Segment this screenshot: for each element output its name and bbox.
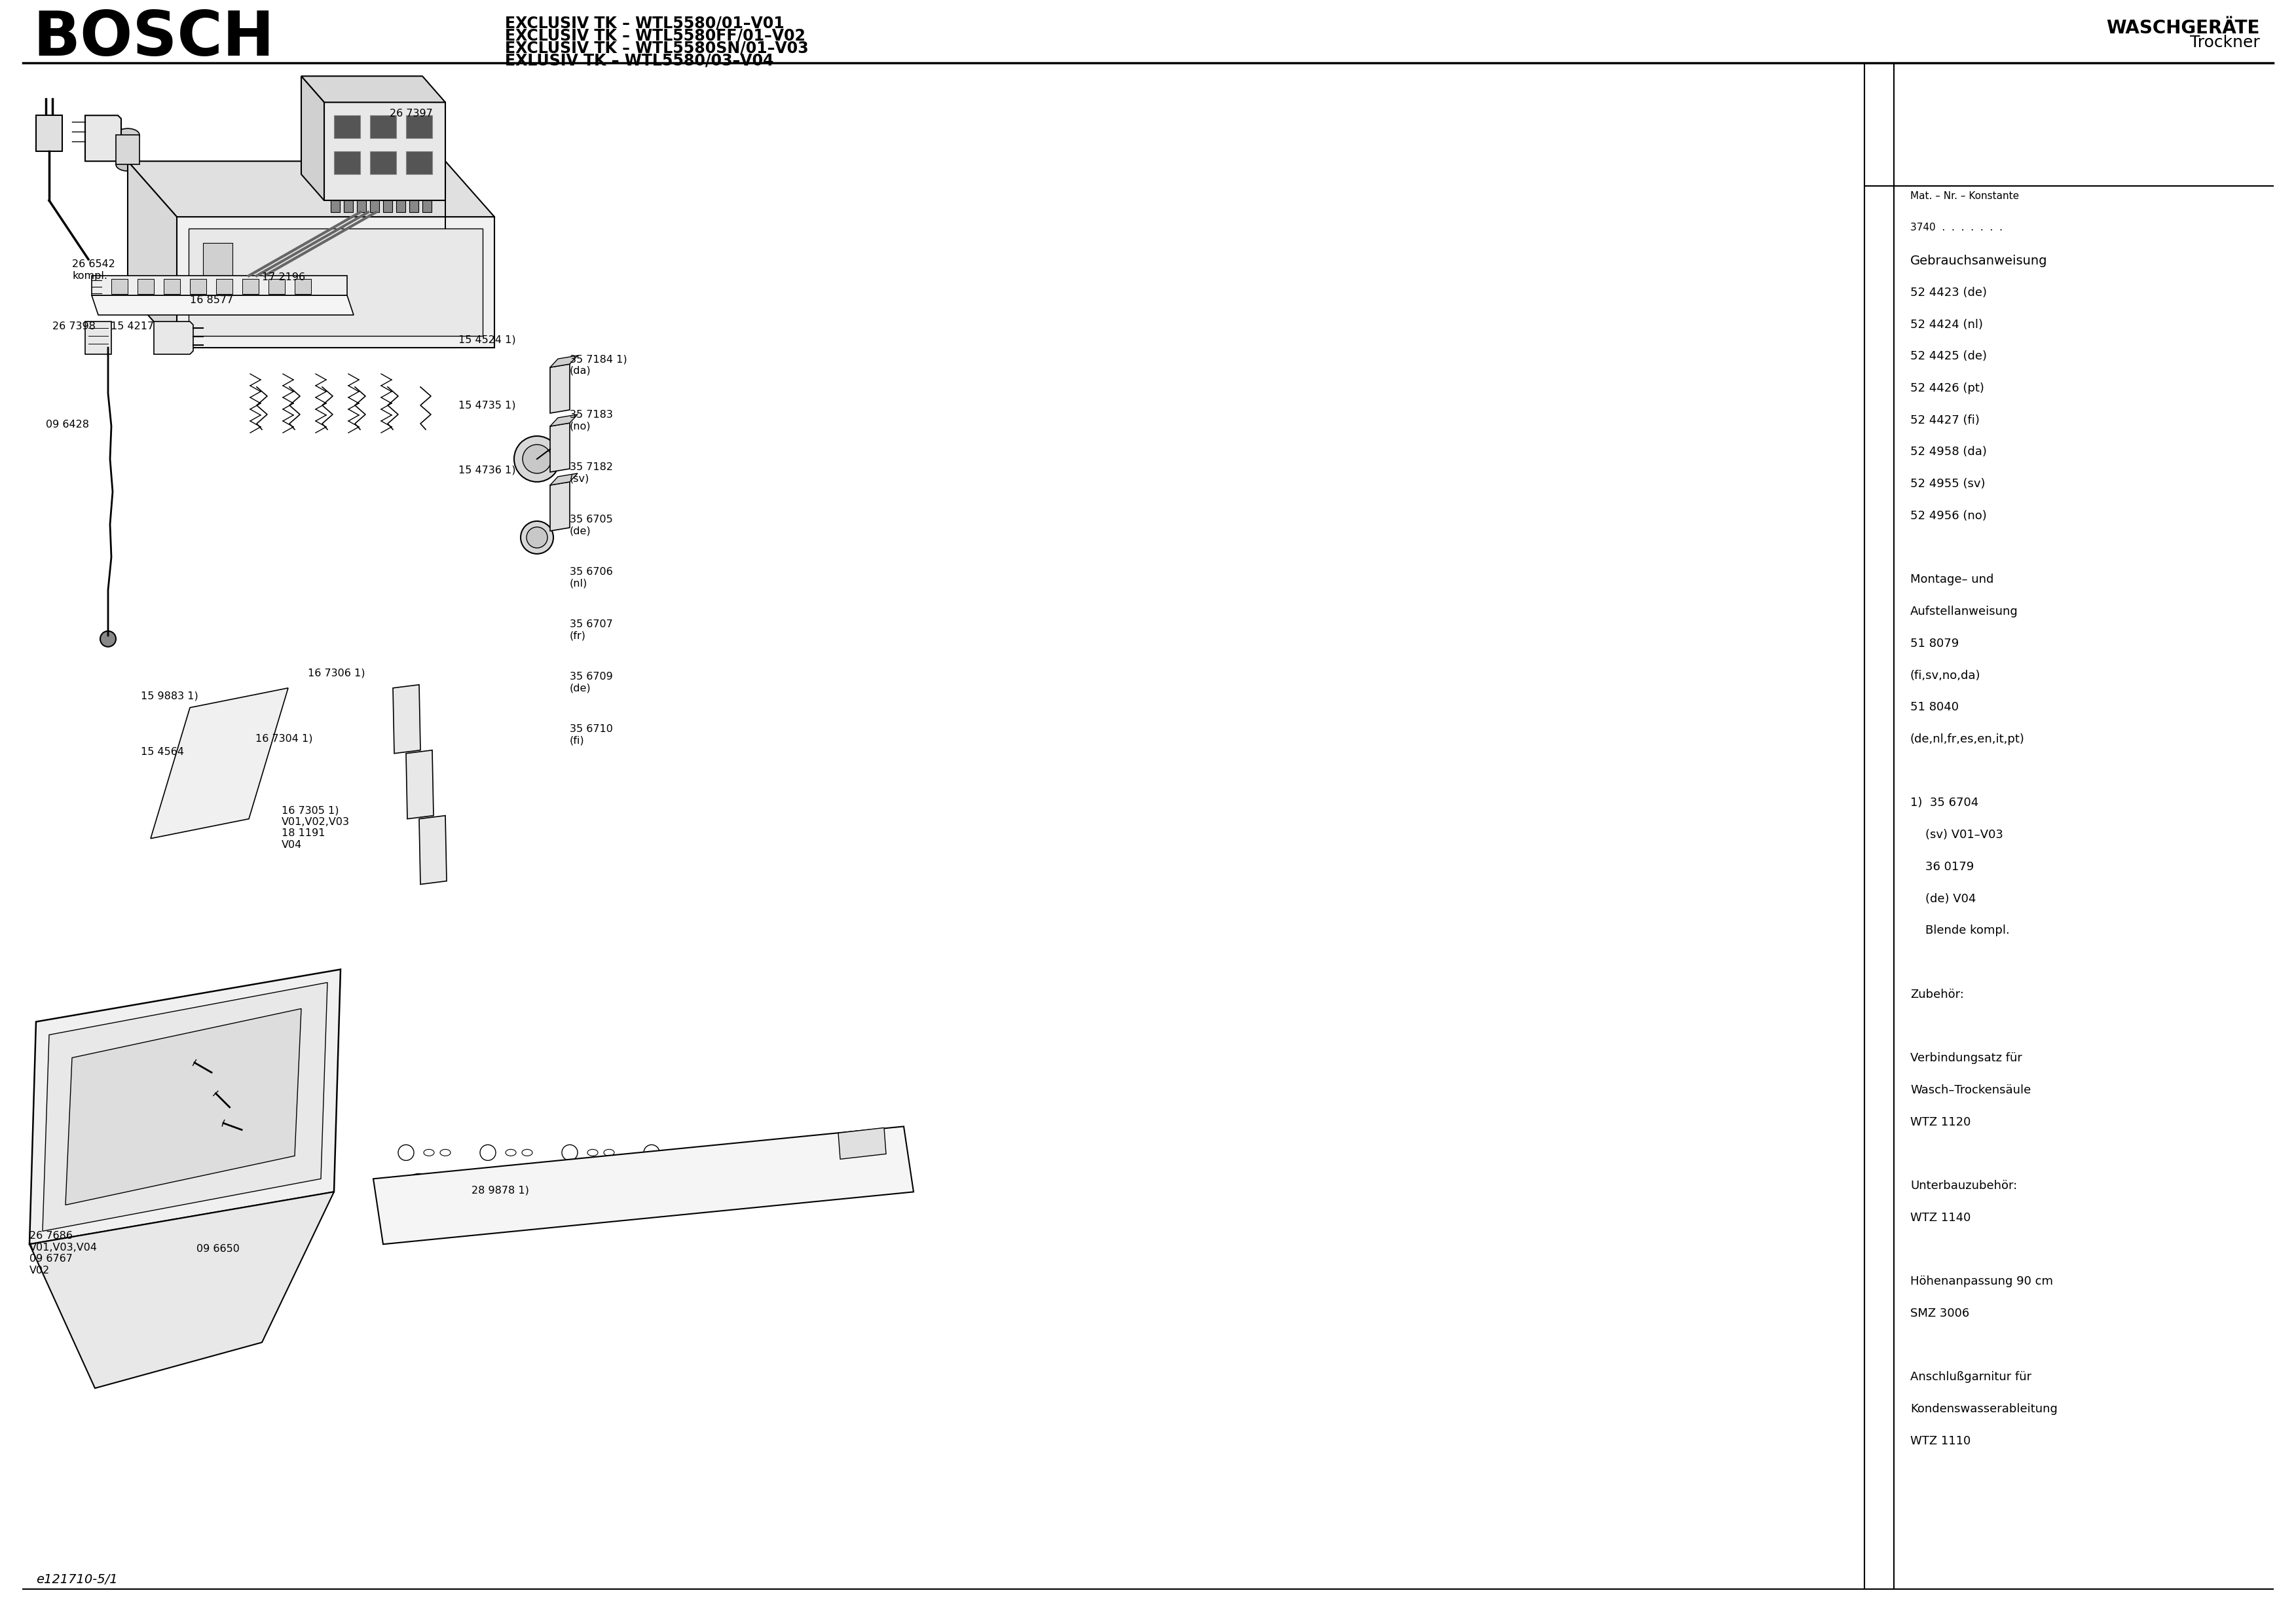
Polygon shape [301, 76, 445, 102]
Text: EXCLUSIV TK – WTL5580/01–V01: EXCLUSIV TK – WTL5580/01–V01 [505, 15, 785, 31]
Text: BOSCH: BOSCH [32, 8, 273, 69]
Text: 16 7305 1)
V01,V02,V03
18 1191
V04: 16 7305 1) V01,V02,V03 18 1191 V04 [282, 806, 349, 850]
Circle shape [140, 1111, 147, 1117]
Text: 52 4425 (de): 52 4425 (de) [1910, 350, 1986, 363]
Circle shape [140, 280, 149, 290]
Circle shape [432, 266, 450, 285]
Circle shape [443, 269, 468, 295]
Polygon shape [188, 229, 482, 335]
Polygon shape [191, 279, 207, 293]
Text: WTZ 1110: WTZ 1110 [1910, 1435, 1970, 1448]
Polygon shape [333, 116, 360, 139]
Polygon shape [551, 356, 579, 368]
Text: 35 7182
(sv): 35 7182 (sv) [569, 463, 613, 484]
Text: 35 6707
(fr): 35 6707 (fr) [569, 619, 613, 640]
Text: Anschlußgarnitur für: Anschlußgarnitur für [1910, 1372, 2032, 1383]
Text: 1)  35 6704: 1) 35 6704 [1910, 796, 1979, 809]
Polygon shape [216, 279, 232, 293]
Text: WTZ 1140: WTZ 1140 [1910, 1212, 1970, 1224]
Polygon shape [551, 482, 569, 530]
Text: 16 7306 1): 16 7306 1) [308, 669, 365, 679]
Text: 17 2196: 17 2196 [262, 272, 305, 282]
Text: Trockner: Trockner [2190, 35, 2259, 50]
Circle shape [523, 445, 551, 474]
Text: (de) V04: (de) V04 [1910, 893, 1977, 904]
Polygon shape [30, 1191, 333, 1388]
Text: EXCLUSIV TK – WTL5580FF/01–V02: EXCLUSIV TK – WTL5580FF/01–V02 [505, 27, 806, 44]
Text: (de,nl,fr,es,en,it,pt): (de,nl,fr,es,en,it,pt) [1910, 733, 2025, 745]
Text: SMZ 3006: SMZ 3006 [1910, 1307, 1970, 1319]
Polygon shape [163, 279, 179, 293]
Text: 15 4524 1): 15 4524 1) [459, 335, 517, 345]
Text: Unterbauzubehör:: Unterbauzubehör: [1910, 1180, 2018, 1191]
Text: 09 6650: 09 6650 [197, 1244, 239, 1254]
Circle shape [404, 268, 434, 297]
Polygon shape [92, 295, 354, 314]
Polygon shape [393, 685, 420, 753]
Circle shape [87, 1069, 96, 1080]
Polygon shape [44, 982, 328, 1232]
Text: WTZ 1120: WTZ 1120 [1910, 1116, 1970, 1128]
Text: 16 7304 1): 16 7304 1) [255, 733, 312, 743]
Text: Kondenswasserableitung: Kondenswasserableitung [1910, 1402, 2057, 1415]
Circle shape [434, 261, 475, 303]
Polygon shape [30, 969, 340, 1244]
Text: 15 4735 1): 15 4735 1) [459, 400, 517, 409]
Text: 26 7397: 26 7397 [390, 110, 432, 119]
Text: 15 9883 1): 15 9883 1) [140, 692, 197, 701]
Circle shape [521, 521, 553, 555]
Polygon shape [129, 161, 177, 348]
Polygon shape [85, 116, 122, 161]
Polygon shape [370, 200, 379, 213]
Text: 16 8577: 16 8577 [191, 295, 234, 305]
Circle shape [374, 301, 386, 314]
Polygon shape [406, 750, 434, 819]
Polygon shape [356, 200, 365, 213]
Circle shape [246, 1070, 253, 1077]
Circle shape [80, 1206, 90, 1217]
Circle shape [101, 630, 115, 646]
Polygon shape [301, 76, 324, 200]
Circle shape [236, 301, 248, 314]
Ellipse shape [115, 129, 140, 142]
Text: 52 4956 (no): 52 4956 (no) [1910, 509, 1986, 522]
Polygon shape [397, 200, 406, 213]
Text: Wasch–Trockensäule: Wasch–Trockensäule [1910, 1085, 2032, 1096]
Text: 35 7183
(no): 35 7183 (no) [569, 409, 613, 430]
Text: Aufstellanweisung: Aufstellanweisung [1910, 606, 2018, 617]
Text: 52 4423 (de): 52 4423 (de) [1910, 287, 1986, 298]
Circle shape [289, 1167, 301, 1177]
Text: 52 4424 (nl): 52 4424 (nl) [1910, 319, 1984, 330]
Text: 15 4217: 15 4217 [110, 321, 154, 332]
Text: 35 6705
(de): 35 6705 (de) [569, 514, 613, 535]
Circle shape [347, 301, 358, 314]
Circle shape [211, 1088, 220, 1098]
Polygon shape [406, 152, 432, 174]
Circle shape [349, 266, 367, 285]
Circle shape [239, 266, 257, 285]
Text: Zubehör:: Zubehör: [1910, 988, 1963, 1001]
Polygon shape [115, 135, 140, 164]
Polygon shape [294, 279, 310, 293]
Polygon shape [138, 279, 154, 293]
Circle shape [218, 1119, 227, 1128]
Polygon shape [177, 218, 494, 348]
Polygon shape [551, 474, 579, 485]
Circle shape [377, 266, 395, 285]
Text: 36 0179: 36 0179 [1910, 861, 1975, 872]
Text: 09 6428: 09 6428 [46, 419, 90, 429]
Text: Blende kompl.: Blende kompl. [1910, 925, 2009, 937]
Circle shape [319, 301, 331, 314]
Text: (sv) V01–V03: (sv) V01–V03 [1910, 829, 2002, 841]
Circle shape [404, 266, 422, 285]
Circle shape [264, 301, 276, 314]
Text: 26 7686
V01,V03,V04
09 6767
V02: 26 7686 V01,V03,V04 09 6767 V02 [30, 1232, 96, 1275]
Polygon shape [374, 1127, 914, 1244]
Text: 52 4427 (fi): 52 4427 (fi) [1910, 414, 1979, 426]
Polygon shape [129, 161, 494, 218]
Text: Mat. – Nr. – Konstante: Mat. – Nr. – Konstante [1910, 190, 2018, 202]
Text: Montage– und: Montage– und [1910, 574, 1993, 585]
Text: Verbindungsatz für: Verbindungsatz für [1910, 1053, 2023, 1064]
Polygon shape [85, 321, 110, 355]
Polygon shape [420, 816, 448, 885]
